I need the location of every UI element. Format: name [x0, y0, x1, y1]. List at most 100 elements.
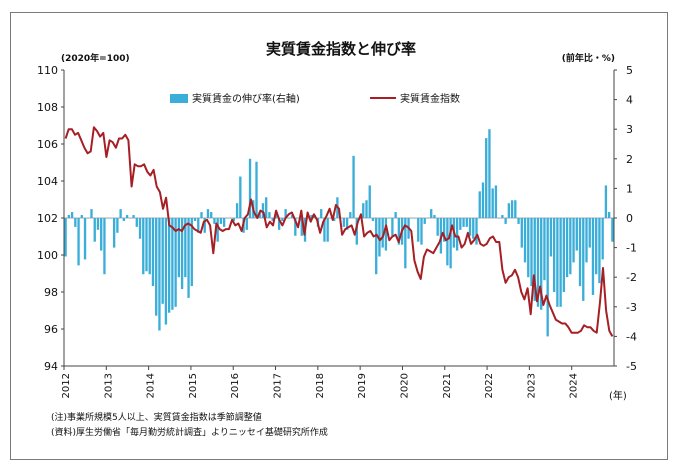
- right-tick-label: 1: [626, 182, 633, 195]
- bar: [472, 218, 475, 239]
- left-tick-label: 110: [37, 64, 58, 77]
- bar: [485, 138, 488, 218]
- bar: [582, 218, 585, 301]
- bar: [565, 218, 569, 278]
- bar: [413, 218, 417, 219]
- bar: [536, 218, 540, 307]
- bar: [245, 218, 248, 230]
- bar: [326, 218, 329, 242]
- bar: [543, 218, 546, 281]
- bar: [556, 218, 559, 307]
- bar: [475, 218, 478, 245]
- bar: [287, 218, 291, 219]
- bar: [410, 218, 413, 219]
- x-tick-label: 2013: [103, 373, 114, 398]
- bar: [345, 218, 349, 230]
- left-tick-label: 106: [37, 138, 58, 151]
- bar: [420, 218, 423, 245]
- bar: [145, 218, 148, 272]
- bar: [83, 218, 87, 260]
- bar: [307, 218, 310, 219]
- axes: 94 96 98 100 102 104 106 108 110 -5 -4 -3 -2 -1 0 1 2 3 4 5…: [37, 64, 637, 398]
- bar: [329, 218, 333, 219]
- left-tick-label: 98: [44, 286, 58, 299]
- bar: [210, 212, 213, 218]
- bar: [135, 218, 138, 227]
- left-tick-label: 94: [44, 360, 58, 373]
- x-tick-label: 2016: [230, 373, 241, 398]
- bar: [459, 218, 462, 230]
- bar: [517, 218, 520, 224]
- right-tick-label: 3: [626, 123, 633, 136]
- bar: [540, 218, 543, 310]
- bar: [277, 218, 281, 230]
- bar: [268, 212, 271, 218]
- line-series: [64, 126, 614, 337]
- bar: [449, 218, 452, 269]
- bar: [436, 218, 439, 236]
- bar: [87, 218, 90, 219]
- bar: [255, 161, 258, 218]
- bar: [200, 212, 203, 218]
- bar: [546, 218, 549, 337]
- bar: [504, 218, 507, 224]
- bar: [404, 218, 407, 269]
- bar: [67, 215, 71, 218]
- bar: [462, 218, 465, 227]
- bar: [394, 212, 397, 218]
- legend-bar-swatch: [170, 94, 188, 103]
- right-tick-label: -4: [626, 330, 637, 343]
- bar: [465, 218, 468, 227]
- bar: [271, 218, 274, 221]
- bar: [365, 200, 368, 218]
- bar: [171, 218, 174, 310]
- bar: [497, 218, 501, 219]
- bar: [430, 209, 433, 218]
- bar: [258, 212, 261, 218]
- bar: [103, 218, 106, 275]
- bar: [426, 218, 430, 219]
- bar: [607, 212, 611, 218]
- left-tick-label: 108: [37, 101, 58, 114]
- bar: [501, 215, 504, 218]
- bar: [455, 218, 459, 251]
- bar: [184, 218, 187, 278]
- bar: [297, 218, 300, 219]
- bar: [384, 218, 388, 251]
- bar: [90, 209, 93, 218]
- bar: [562, 218, 566, 292]
- bar: [239, 176, 242, 218]
- bar: [222, 218, 226, 227]
- bar: [569, 218, 572, 275]
- bar: [232, 218, 236, 221]
- x-tick-label: 2023: [526, 373, 537, 398]
- bar: [138, 218, 142, 239]
- bar: [391, 218, 394, 236]
- bar: [219, 218, 223, 224]
- chart-title: 実質賃金指数と伸び率: [266, 40, 416, 58]
- bar: [446, 218, 449, 266]
- bar: [433, 215, 436, 218]
- right-tick-label: 2: [626, 153, 633, 166]
- left-tick-label: 104: [37, 175, 58, 188]
- bar: [70, 212, 74, 218]
- bar: [206, 209, 210, 218]
- bar: [601, 218, 604, 260]
- bar: [481, 182, 485, 218]
- x-tick-label: 2021: [442, 373, 453, 398]
- right-tick-label: -2: [626, 271, 637, 284]
- x-axis-unit: (年): [609, 389, 627, 402]
- bar: [129, 218, 132, 219]
- bar: [64, 218, 67, 257]
- bar: [177, 218, 181, 278]
- x-tick-label: 2020: [399, 373, 410, 398]
- bar: [106, 218, 109, 219]
- bar: [284, 209, 287, 218]
- bar: [125, 215, 129, 218]
- line-path: [64, 126, 614, 337]
- x-tick-label: 2017: [273, 373, 284, 398]
- bar: [423, 218, 426, 224]
- bar: [510, 200, 514, 218]
- left-tick-label: 102: [37, 212, 58, 225]
- bar: [96, 218, 100, 230]
